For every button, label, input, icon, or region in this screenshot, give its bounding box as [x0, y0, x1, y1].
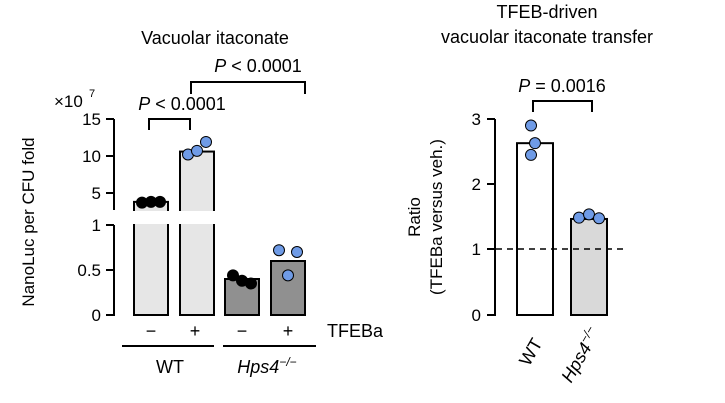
- right-points: [525, 119, 605, 225]
- left-tick-label-5: 5: [92, 184, 101, 203]
- right-tick-label-2: 2: [472, 175, 481, 194]
- right-point-1-0: [573, 211, 585, 224]
- right-bar-0: [516, 142, 554, 316]
- right-xtick-label-wt: WT: [515, 335, 546, 369]
- left-xtick-wt-plus: +: [190, 321, 201, 341]
- left-point-3-2: [291, 246, 303, 258]
- right-point-0-1: [529, 137, 541, 150]
- right-bars: [516, 142, 608, 317]
- left-points: [136, 135, 303, 290]
- left-point-1-1: [191, 144, 203, 157]
- left-point-2-0: [227, 269, 239, 282]
- left-sig-bracket-1: [148, 118, 191, 130]
- right-y-axis-label-line-1: Ratio: [405, 197, 424, 237]
- left-tick-label-0: 0: [92, 306, 101, 325]
- left-tick-label-1: 1: [92, 216, 101, 235]
- left-tick-label-0.5: 0.5: [77, 261, 101, 280]
- left-group-label-wt: WT: [156, 357, 184, 377]
- right-sig-bracket: [532, 100, 593, 112]
- left-group-label-hps4: Hps4−/−: [237, 355, 296, 377]
- right-chart-title-line-2: vacuolar itaconate transfer: [441, 27, 653, 47]
- left-xtick-hps4-plus: +: [283, 321, 294, 341]
- right-y-axis-label-line-2: (TFEBa versus veh.): [427, 139, 446, 295]
- right-point-1-2: [593, 212, 605, 225]
- right-xtick-label-hps4: Hps4−/−: [556, 323, 605, 385]
- left-tick-label-15: 15: [82, 110, 101, 129]
- right-tick-label-0: 0: [472, 306, 481, 325]
- left-bar-3: [270, 260, 306, 316]
- left-y-axis-label: NanoLuc per CFU fold: [19, 137, 38, 306]
- left-tick-label-10: 10: [82, 147, 101, 166]
- left-xtick-wt-minus: −: [146, 321, 157, 341]
- left-sig-label-2: P < 0.0001: [214, 56, 302, 76]
- left-xtick-hps4-minus: −: [237, 321, 248, 341]
- left-point-3-0: [273, 244, 285, 257]
- left-y-multiplier: ×10: [54, 92, 83, 111]
- right-tick-label-1: 1: [472, 240, 481, 259]
- right-bar-1: [570, 217, 608, 317]
- right-sig-label: P = 0.0016: [518, 76, 606, 96]
- left-sig-bracket-2: [190, 81, 306, 94]
- left-y-multiplier-exponent: 7: [89, 88, 95, 100]
- left-point-3-1: [282, 269, 294, 282]
- right-chart-title-line-1: TFEB-driven: [496, 2, 597, 22]
- left-bars: [133, 150, 306, 317]
- left-point-1-2: [200, 135, 212, 148]
- right-point-1-1: [583, 208, 595, 221]
- left-axis-break: [105, 211, 225, 224]
- left-bar-1: [179, 150, 215, 316]
- left-sig-label-1: P < 0.0001: [138, 94, 226, 114]
- left-chart-title: Vacuolar itaconate: [141, 28, 289, 48]
- left-point-0-2: [154, 195, 166, 208]
- right-point-0-0: [525, 119, 537, 132]
- right-tick-label-3: 3: [472, 110, 481, 129]
- left-treatment-label: TFEBa: [327, 321, 384, 341]
- right-point-0-2: [525, 148, 537, 161]
- left-point-2-2: [245, 277, 257, 290]
